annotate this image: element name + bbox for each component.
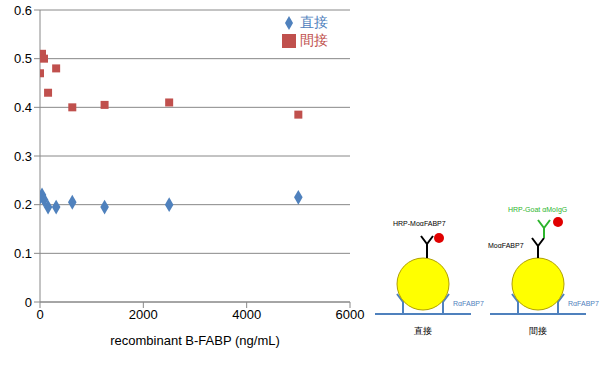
svg-text:HRP-MoαFABP7: HRP-MoαFABP7 [393,220,446,227]
html-text:直接: 直接 [300,14,328,30]
svg-text:0: 0 [36,307,43,322]
svg-text:6000: 6000 [336,307,365,322]
svg-text:直接: 直接 [414,326,432,336]
svg-text:RαFABP7: RαFABP7 [453,300,484,307]
svg-text:0.3: 0.3 [14,149,32,164]
svg-text:0.4: 0.4 [14,100,32,115]
svg-text:RαFABP7: RαFABP7 [568,300,599,307]
svg-text:4000: 4000 [232,307,261,322]
html-text:間接: 間接 [300,32,328,48]
svg-text:0.6: 0.6 [14,3,32,18]
svg-text:0: 0 [25,295,32,310]
svg-text:0.1: 0.1 [14,246,32,261]
svg-text:MoαFABP7: MoαFABP7 [488,242,524,249]
svg-text:0.2: 0.2 [14,197,32,212]
svg-text:HRP-Goat αMoIgG: HRP-Goat αMoIgG [508,206,567,214]
svg-text:間接: 間接 [529,326,547,336]
svg-text:0.5: 0.5 [14,51,32,66]
svg-text:recombinant B-FABP (ng/mL): recombinant B-FABP (ng/mL) [110,333,280,348]
svg-text:2000: 2000 [129,307,158,322]
